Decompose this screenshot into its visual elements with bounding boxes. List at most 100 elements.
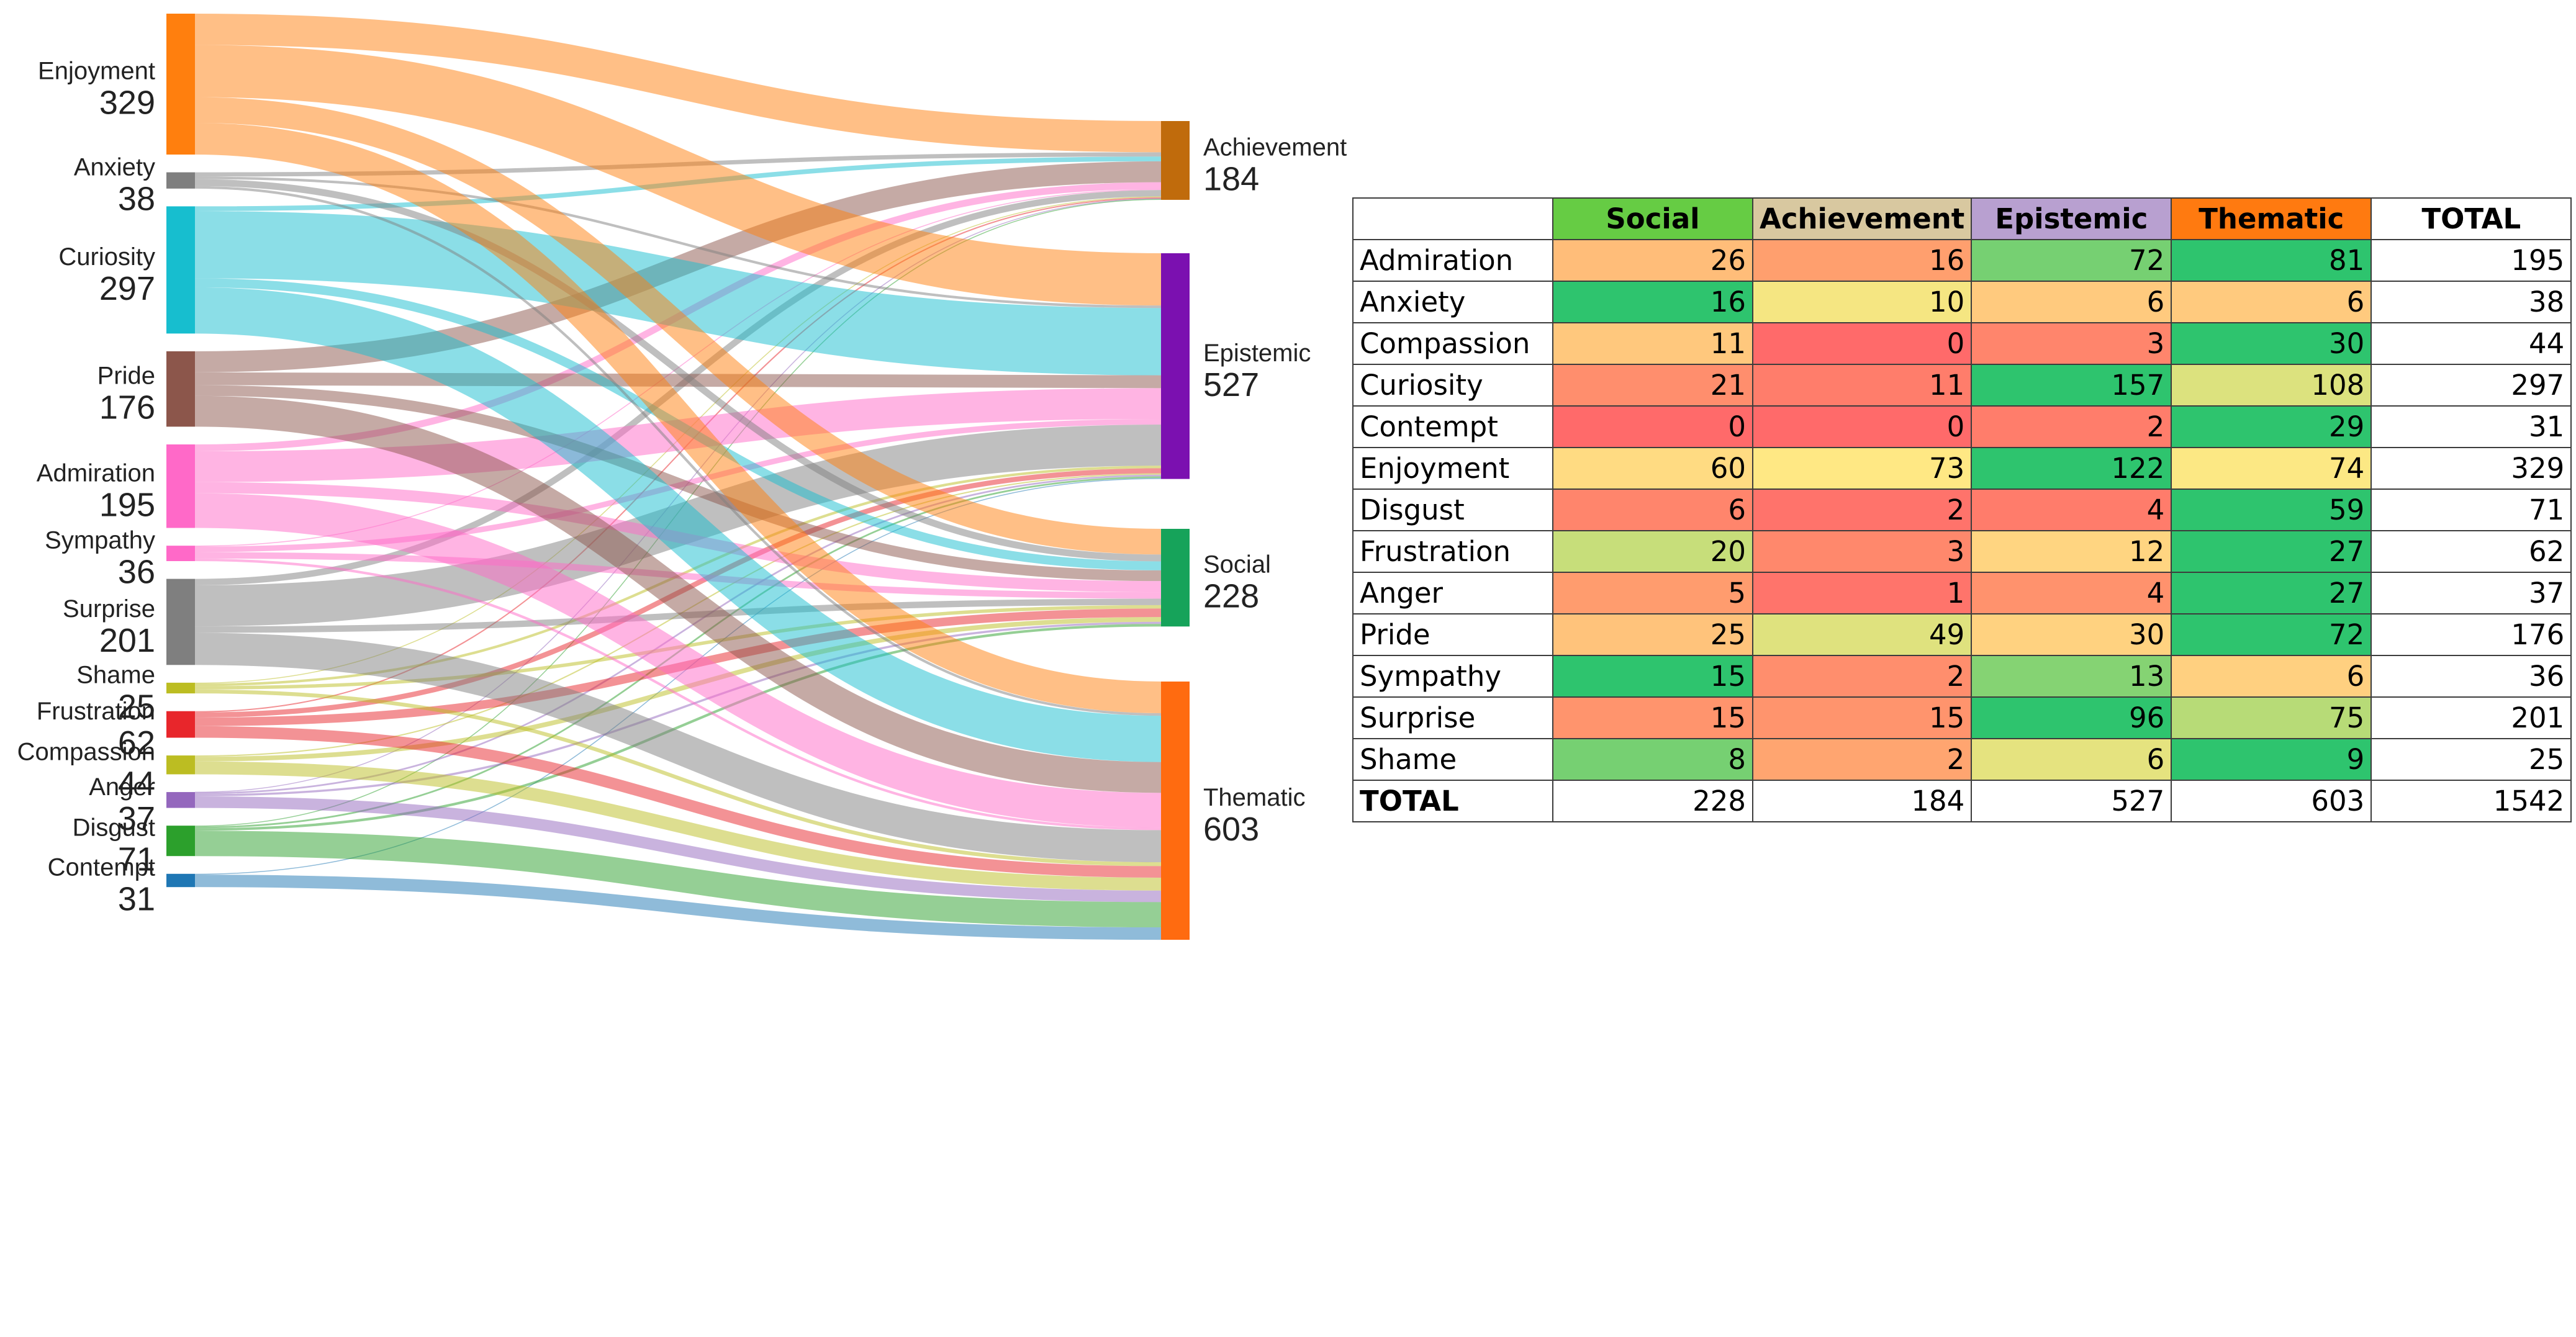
source-label-compassion: Compassion [17,738,155,765]
table-row: Pride 25 49 30 72 176 [1352,613,2572,656]
link-frustration-to-achievement [194,197,1162,713]
target-label-achievement: Achievement [1203,133,1347,161]
source-value-sympathy: 36 [118,554,155,591]
row-label: Curiosity [1352,364,1553,407]
source-value-compassion: 44 [118,765,155,802]
link-enjoyment-to-thematic [194,122,1162,714]
link-enjoyment-to-achievement [194,14,1162,153]
row-label: Enjoyment [1352,447,1553,490]
source-value-surprise: 201 [99,622,155,659]
target-label-epistemic: Epistemic [1203,340,1311,367]
table-cell-achievement: 0 [1751,322,1973,365]
table-cell-social: 11 [1552,322,1753,365]
source-node-enjoyment [166,14,195,155]
table-cell-total: 44 [2370,322,2572,365]
table-cell-achievement: 184 [1751,780,1973,822]
source-node-frustration [166,711,195,738]
link-pride-to-thematic [194,395,1162,793]
source-node-anger [166,792,195,808]
table-row: Anxiety 16 10 6 6 38 [1352,281,2572,323]
row-label: Contempt [1352,405,1553,448]
table-cell-thematic: 30 [2171,322,2372,365]
link-curiosity-to-epistemic [194,211,1162,376]
table-cell-social: 15 [1552,655,1753,698]
row-label: TOTAL [1352,780,1553,822]
column-header-total: TOTAL [2370,197,2572,240]
table-cell-social: 60 [1552,447,1753,490]
source-node-curiosity [166,206,195,334]
table-cell-total: 297 [2370,364,2572,407]
table-cell-achievement: 1 [1751,572,1973,614]
table-cell-thematic: 59 [2171,488,2372,531]
table-cell-achievement: 2 [1751,488,1973,531]
link-shame-to-thematic [194,689,1162,867]
source-value-anxiety: 38 [118,181,155,218]
table-total-row: TOTAL 228 184 527 603 1542 [1352,780,2572,822]
table-cell-total: 31 [2370,405,2572,448]
target-label-social: Social [1203,551,1271,578]
table-cell-epistemic: 4 [1971,488,2172,531]
column-header-achievement: Achievement [1751,197,1973,240]
row-label: Frustration [1352,530,1553,573]
table-cell-epistemic: 3 [1971,322,2172,365]
table-cell-thematic: 108 [2171,364,2372,407]
source-node-admiration [166,444,195,528]
link-anxiety-to-thematic [194,186,1162,716]
table-cell-total: 37 [2370,572,2572,614]
emotion-goal-table: Social Achievement Epistemic Thematic TO… [1352,197,2572,822]
source-value-disgust: 71 [118,841,155,878]
row-label: Disgust [1352,488,1553,531]
target-label-thematic: Thematic [1203,784,1306,811]
table-corner-cell [1352,197,1553,240]
target-node-achievement [1161,121,1190,200]
source-node-surprise [166,578,195,665]
table-cell-epistemic: 6 [1971,738,2172,781]
table-cell-thematic: 27 [2171,530,2372,573]
table-row: Contempt 0 0 2 29 31 [1352,405,2572,448]
table-cell-achievement: 0 [1751,405,1973,448]
table-cell-epistemic: 4 [1971,572,2172,614]
link-disgust-to-social [194,624,1162,831]
table-row: Frustration 20 3 12 27 62 [1352,530,2572,573]
target-node-thematic [1161,682,1190,940]
table-body: Admiration 26 16 72 81 195 Anxiety 16 10 6 6 38 Comp… [1352,239,2572,822]
table-cell-social: 6 [1552,488,1753,531]
link-anxiety-to-social [194,179,1162,562]
table-cell-thematic: 75 [2171,696,2372,739]
link-enjoyment-to-epistemic [194,45,1162,306]
table-cell-total: 1542 [2370,780,2572,822]
source-label-anxiety: Anxiety [74,154,155,181]
table-cell-epistemic: 6 [1971,281,2172,323]
table-cell-total: 329 [2370,447,2572,490]
link-disgust-to-thematic [194,831,1162,928]
table-cell-thematic: 72 [2171,613,2372,656]
table-cell-achievement: 3 [1751,530,1973,573]
sankey-links [194,14,1162,940]
table-cell-social: 16 [1552,281,1753,323]
table-cell-epistemic: 527 [1971,780,2172,822]
target-value-thematic: 603 [1203,811,1259,848]
table-cell-epistemic: 12 [1971,530,2172,573]
source-label-surprise: Surprise [63,595,155,623]
table-row: Anger 5 1 4 27 37 [1352,572,2572,614]
table-header-row: Social Achievement Epistemic Thematic TO… [1352,197,2572,240]
target-node-social [1161,529,1190,627]
table-cell-thematic: 603 [2171,780,2372,822]
source-label-pride: Pride [97,362,155,390]
source-value-pride: 176 [99,389,155,426]
row-label: Pride [1352,613,1553,656]
link-anger-to-social [194,621,1162,796]
source-value-contempt: 31 [118,880,155,917]
table-row: Compassion 11 0 3 30 44 [1352,322,2572,365]
source-node-sympathy [166,546,195,561]
source-value-admiration: 195 [99,486,155,523]
table-row: Enjoyment 60 73 122 74 329 [1352,447,2572,490]
column-header-thematic: Thematic [2171,197,2372,240]
source-node-anxiety [166,172,195,189]
row-label: Sympathy [1352,655,1553,698]
table-cell-achievement: 15 [1751,696,1973,739]
table-cell-epistemic: 2 [1971,405,2172,448]
table-cell-achievement: 2 [1751,655,1973,698]
source-label-enjoyment: Enjoyment [38,58,155,85]
